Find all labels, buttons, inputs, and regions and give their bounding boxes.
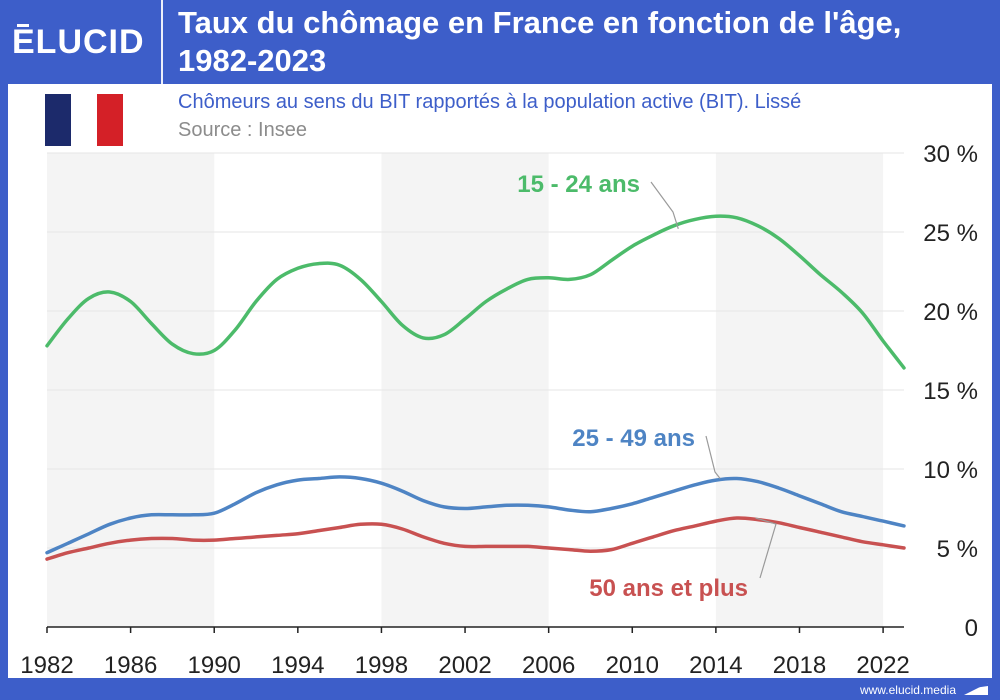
chart-panel: Chômeurs au sens du BIT rapportés à la p…	[8, 84, 992, 678]
page-title: Taux du chômage en France en fonction de…	[178, 5, 902, 78]
chart-source: Source : Insee	[178, 119, 307, 141]
y-tick-label: 5 %	[937, 536, 978, 563]
series-line-0	[45, 214, 906, 370]
flag-stripe-white	[71, 94, 97, 146]
series-line-1	[45, 475, 906, 555]
y-tick-label: 15 %	[923, 378, 978, 405]
x-tick-label: 2022	[856, 652, 909, 678]
series-label: 15 - 24 ans	[517, 171, 640, 198]
x-tick-label: 2014	[689, 652, 742, 678]
x-tick-label: 2006	[522, 652, 575, 678]
x-tick-label: 1982	[20, 652, 73, 678]
annotation-leader	[705, 435, 721, 479]
y-tick-label: 30 %	[923, 141, 978, 168]
header-divider	[161, 0, 163, 84]
elucid-logo[interactable]: ELUCID	[12, 23, 145, 61]
chart-subtitle: Chômeurs au sens du BIT rapportés à la p…	[178, 91, 802, 113]
y-tick-label: 25 %	[923, 220, 978, 247]
x-tick-label: 1994	[271, 652, 324, 678]
y-axis-ticks: 0 5 % 10 % 15 % 20 % 25 % 30 %	[923, 141, 978, 642]
annotation-leader	[755, 517, 777, 579]
x-tick-label: 1990	[188, 652, 241, 678]
elucid-mark-icon	[964, 683, 988, 695]
logo-accent-mark	[17, 24, 29, 27]
series-label: 50 ans et plus	[589, 575, 748, 602]
x-tick-label: 2018	[773, 652, 826, 678]
y-tick-label: 10 %	[923, 457, 978, 484]
series-annotations: 15 - 24 ans 25 - 49 ans 50 ans et plus	[517, 171, 777, 602]
line-chart: 1982 1986 1990 1994 1998 2002 2006 2010 2014 2018…	[20, 141, 978, 678]
x-tick-label: 2010	[606, 652, 659, 678]
annotation-leader	[650, 181, 679, 229]
y-tick-label: 0	[965, 615, 978, 642]
y-tick-label: 20 %	[923, 299, 978, 326]
series-label: 25 - 49 ans	[572, 425, 695, 452]
flag-stripe-blue	[45, 94, 71, 146]
flag-stripe-red	[97, 94, 123, 146]
series-line-2	[45, 516, 906, 561]
footer-url[interactable]: www.elucid.media	[859, 683, 956, 697]
x-axis: 1982 1986 1990 1994 1998 2002 2006 2010 2014 2018…	[20, 626, 910, 678]
x-tick-label: 1998	[355, 652, 408, 678]
header-bar: ELUCID Taux du chômage en France en fonc…	[0, 0, 1000, 84]
france-flag-icon	[45, 94, 123, 146]
x-tick-label: 1986	[104, 652, 157, 678]
series-lines	[45, 214, 906, 561]
x-tick-label: 2002	[438, 652, 491, 678]
